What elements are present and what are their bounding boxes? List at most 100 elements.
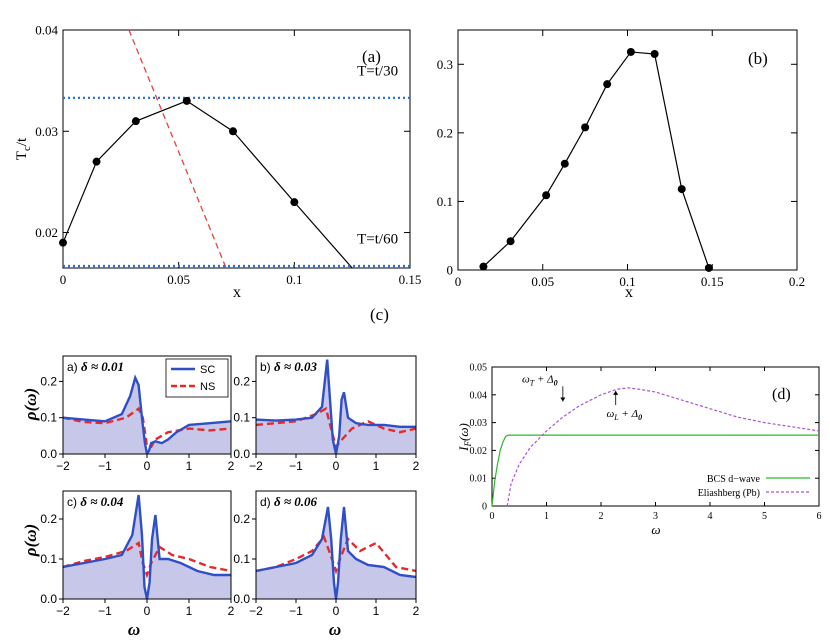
panel-b-ticks: 0 0.05 0.1 0.15 0.2 0 0.1 0.2 0.3 — [437, 30, 805, 289]
panel-c-y-tick-label: 0.0 — [233, 447, 250, 461]
panel-b-y-tick-label: 0 — [447, 263, 454, 278]
panel-c-x-tick-label: 1 — [373, 459, 380, 473]
panel-a-frame — [62, 29, 411, 269]
panel-d-x-tick-label: 3 — [653, 511, 658, 522]
panel-d-legend: BCS d−wave Eliashberg (Pb) — [698, 474, 810, 499]
panel-c-x-tick-label: 2 — [228, 604, 235, 618]
panel-d-x-tick-label: 1 — [544, 511, 549, 522]
panel-b-line — [483, 51, 710, 269]
panel-a-data-point — [59, 238, 67, 247]
panel-b-x-tick-label: 0.2 — [789, 274, 805, 289]
panel-d-annotation: ωT + Δ0 — [522, 373, 558, 387]
panel-b-data-point — [542, 191, 551, 200]
panel-d-y-axis-label: IF(ω) — [456, 423, 473, 452]
panel-c-y-tick-label: 0.1 — [233, 552, 250, 566]
panel-c-subplot-label: c) δ ≈ 0.04 — [67, 494, 124, 509]
panel-c-sc-line — [63, 494, 231, 599]
panel-d-line-bcs — [491, 434, 819, 507]
panel-c-x-tick-label: 0 — [333, 604, 340, 618]
panel-c-sc-line — [256, 359, 416, 454]
panel-b-label: (b) — [748, 49, 768, 68]
panel-c-x-tick-label: −1 — [289, 604, 303, 618]
panel-b: 0 0.05 0.1 0.15 0.2 0 0.1 0.2 0.3 (b) x — [437, 29, 805, 301]
panel-d-legend-label: BCS d−wave — [707, 474, 761, 485]
panel-b-data-point — [479, 262, 488, 271]
panel-d-y-tick-label: 0.04 — [470, 390, 488, 401]
panel-c-x-tick-label: 1 — [186, 459, 193, 473]
panel-b-x-tick-label: 0.15 — [701, 274, 724, 289]
panel-d-y-tick-label: 0.01 — [470, 474, 488, 485]
panel-d-legend-label: Eliashberg (Pb) — [698, 488, 760, 499]
panel-c-x-tick-label: −1 — [98, 604, 112, 618]
panel-c-subplot-d: −2 −1 0 1 2 0.0 0.1 0.2 d) δ ≈ 0.06 — [233, 490, 420, 618]
panel-c-subplot-label: d) δ ≈ 0.06 — [260, 494, 318, 509]
panel-b-data-point — [626, 47, 635, 56]
panel-a-annotation-t60: T=t/60 — [357, 232, 398, 248]
panel-c-x-tick-label: 0 — [144, 604, 151, 618]
panel-c-y-tick-label: 0.0 — [40, 447, 57, 461]
panel-a-x-tick-label: 0.1 — [286, 272, 302, 287]
panel-c-y-tick-label: 0.0 — [40, 592, 57, 606]
panel-b-y-tick-label: 0.1 — [437, 194, 453, 209]
panel-c-y-tick-label: 0.2 — [40, 512, 57, 526]
panel-a-annotation-t30: T=t/30 — [357, 64, 398, 80]
panel-d-annotations: ωT + Δ0 ωL + Δ0 — [522, 373, 642, 422]
panel-b-data-point — [677, 185, 686, 194]
panel-c-sc-line — [63, 374, 231, 454]
panel-c-y-tick-label: 0.2 — [40, 374, 57, 388]
panel-b-x-tick-label: 0.05 — [531, 274, 554, 289]
panel-a-points — [59, 96, 299, 247]
panel-a-data-point — [229, 127, 238, 136]
panel-c-subplot-c: −2 −1 0 1 2 0.0 0.1 0.2 c) δ ≈ 0.04 — [40, 490, 235, 618]
panel-a-y-tick-label: 0.03 — [35, 124, 58, 139]
panel-b-y-tick-label: 0.2 — [437, 125, 453, 140]
panel-d-arrow-head — [613, 390, 619, 395]
panel-c-sc-area — [63, 495, 231, 599]
panel-c-x-axis-label-left: ω — [128, 620, 140, 639]
panel-c-sc-area — [256, 359, 416, 454]
panel-d-y-tick-label: 0 — [482, 502, 487, 513]
panel-c-x-tick-label: 0 — [333, 459, 340, 473]
panel-d-x-tick-label: 5 — [762, 511, 767, 522]
panel-a-label: (a) — [362, 47, 381, 66]
panel-c-x-tick-label: 2 — [413, 604, 420, 618]
panel-c-y-tick-label: 0.2 — [233, 512, 250, 526]
panel-c-x-tick-label: 0 — [144, 459, 151, 473]
panel-d-x-axis-label: ω — [651, 522, 660, 537]
panel-b-data-point — [581, 123, 590, 132]
panel-d-ticks: 0 1 2 3 4 5 6 0 0.01 0.02 0.03 0.04 0.05 — [470, 363, 822, 523]
panel-a: 0 0.05 0.1 0.15 0.02 0.03 0.04 (a) T=t/30 T=t/… — [14, 23, 421, 301]
panel-c-legend-box — [165, 358, 229, 398]
panel-c-subplot-delta: δ ≈ 0.06 — [274, 494, 318, 509]
panel-c-subplot-label: b) δ ≈ 0.03 — [260, 359, 318, 374]
panel-a-y-tick-label: 0.04 — [35, 23, 58, 38]
panel-c-y-tick-label: 0.1 — [40, 552, 57, 566]
panel-d-x-tick-label: 6 — [817, 511, 822, 522]
panel-b-frame — [457, 29, 798, 271]
panel-a-y-axis-label: Tc/t — [14, 137, 33, 160]
panel-c-subplot-delta: δ ≈ 0.01 — [81, 359, 124, 374]
panel-c-y-tick-label: 0.2 — [233, 374, 250, 388]
panel-c-x-tick-label: 2 — [228, 459, 235, 473]
panel-d-frame — [491, 366, 820, 507]
panel-c-legend-label-sc: SC — [200, 364, 215, 376]
panel-d-x-tick-label: 4 — [708, 511, 713, 522]
panel-d-y-tick-label: 0.02 — [470, 446, 488, 457]
panel-c-subplot-label: a) δ ≈ 0.01 — [67, 359, 124, 374]
panel-b-y-tick-label: 0.3 — [437, 57, 453, 72]
panel-a-y-tick-label: 0.02 — [35, 225, 58, 240]
panel-c-x-tick-label: 2 — [413, 459, 420, 473]
panel-b-data-point — [506, 237, 515, 246]
panel-b-x-tick-label: 0 — [455, 274, 462, 289]
panel-a-data-line — [62, 100, 353, 269]
panel-c-x-tick-label: −2 — [249, 459, 263, 473]
panel-a-data-point — [290, 198, 299, 207]
panel-b-data-point — [603, 80, 612, 89]
panel-c-y-axis-label-top: ρ(ω) — [21, 388, 40, 421]
panel-d-label: (d) — [772, 386, 791, 403]
panel-b-series — [483, 51, 710, 269]
panel-d-series — [491, 387, 820, 507]
panel-c-subplot-delta: δ ≈ 0.04 — [80, 494, 124, 509]
